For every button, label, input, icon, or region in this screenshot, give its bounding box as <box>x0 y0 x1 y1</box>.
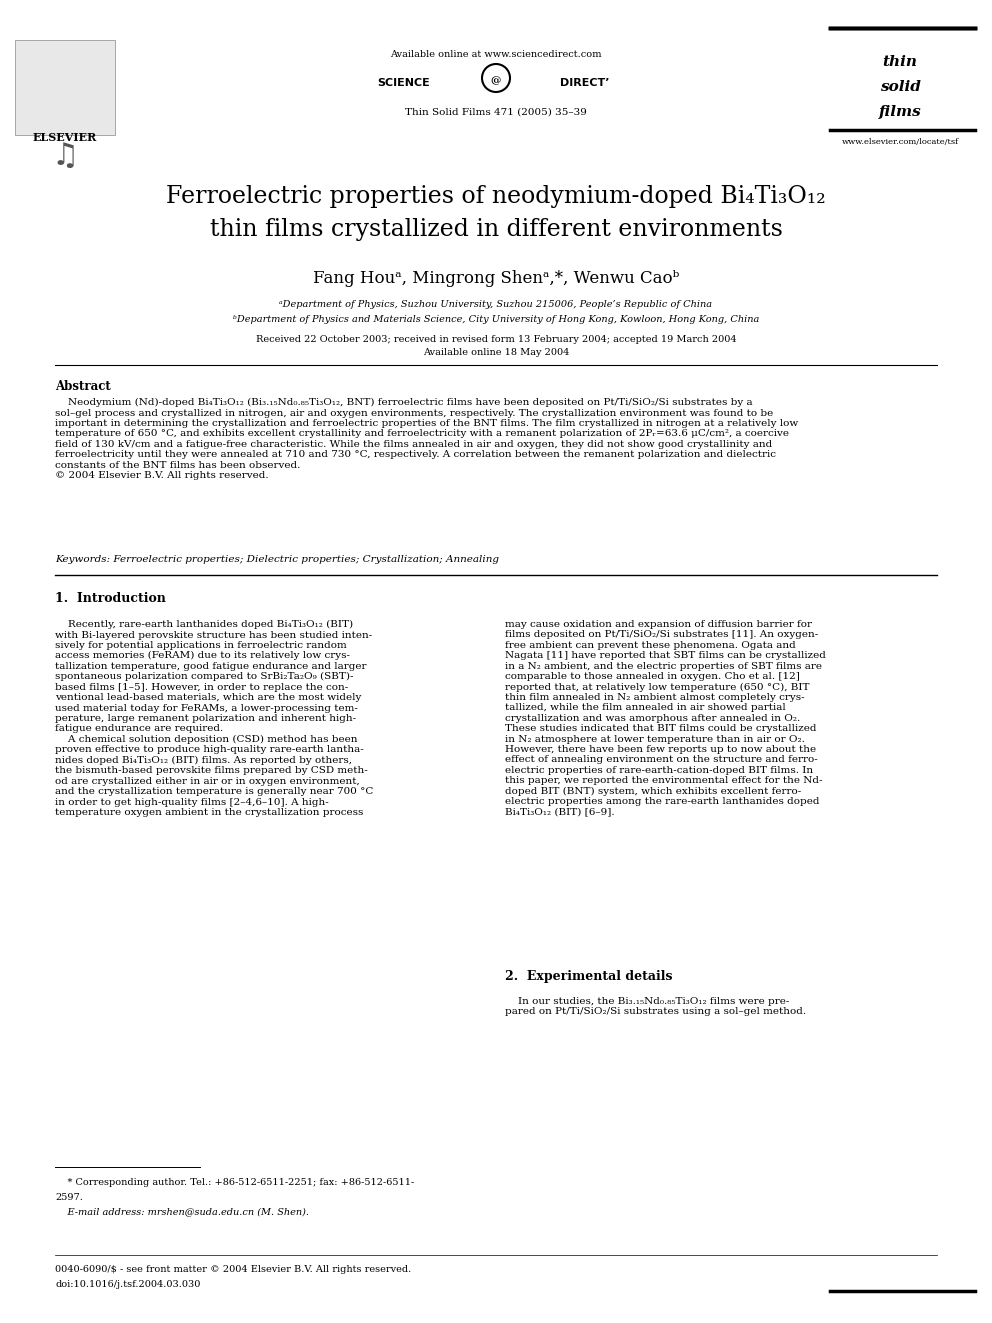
Text: DIRECT’: DIRECT’ <box>560 78 609 89</box>
Text: Thin Solid Films 471 (2005) 35–39: Thin Solid Films 471 (2005) 35–39 <box>405 108 587 116</box>
Text: films: films <box>879 105 922 119</box>
Text: 2597.: 2597. <box>55 1193 83 1203</box>
Text: www.elsevier.com/locate/tsf: www.elsevier.com/locate/tsf <box>841 138 958 146</box>
Text: 2.  Experimental details: 2. Experimental details <box>505 970 673 983</box>
Text: Recently, rare-earth lanthanides doped Bi₄Ti₃O₁₂ (BIT)
with Bi-layered perovskit: Recently, rare-earth lanthanides doped B… <box>55 620 373 816</box>
Text: In our studies, the Bi₃.₁₅Nd₀.₈₅Ti₃O₁₂ films were pre-
pared on Pt/Ti/SiO₂/Si su: In our studies, the Bi₃.₁₅Nd₀.₈₅Ti₃O₁₂ f… <box>505 998 806 1016</box>
Text: Received 22 October 2003; received in revised form 13 February 2004; accepted 19: Received 22 October 2003; received in re… <box>256 335 736 344</box>
Text: Ferroelectric properties of neodymium-doped Bi₄Ti₃O₁₂: Ferroelectric properties of neodymium-do… <box>166 185 826 208</box>
Text: 0040-6090/$ - see front matter © 2004 Elsevier B.V. All rights reserved.: 0040-6090/$ - see front matter © 2004 El… <box>55 1265 412 1274</box>
Text: Abstract: Abstract <box>55 380 111 393</box>
FancyBboxPatch shape <box>15 40 115 135</box>
Text: may cause oxidation and expansion of diffusion barrier for
films deposited on Pt: may cause oxidation and expansion of dif… <box>505 620 826 816</box>
Text: 1.  Introduction: 1. Introduction <box>55 591 166 605</box>
Text: ELSEVIER: ELSEVIER <box>33 132 97 143</box>
Text: thin: thin <box>883 56 918 69</box>
Text: ♫: ♫ <box>52 142 78 171</box>
Text: ᵃDepartment of Physics, Suzhou University, Suzhou 215006, People’s Republic of C: ᵃDepartment of Physics, Suzhou Universit… <box>280 300 712 310</box>
Text: thin films crystallized in different environments: thin films crystallized in different env… <box>209 218 783 241</box>
Text: Available online at www.sciencedirect.com: Available online at www.sciencedirect.co… <box>390 50 602 60</box>
Text: @: @ <box>491 77 501 86</box>
Text: ᵇDepartment of Physics and Materials Science, City University of Hong Kong, Kowl: ᵇDepartment of Physics and Materials Sci… <box>233 315 759 324</box>
Text: E-mail address: mrshen@suda.edu.cn (M. Shen).: E-mail address: mrshen@suda.edu.cn (M. S… <box>55 1207 309 1216</box>
Text: * Corresponding author. Tel.: +86-512-6511-2251; fax: +86-512-6511-: * Corresponding author. Tel.: +86-512-65… <box>55 1177 415 1187</box>
Text: Keywords: Ferroelectric properties; Dielectric properties; Crystallization; Anne: Keywords: Ferroelectric properties; Diel… <box>55 556 499 564</box>
Text: Neodymium (Nd)-doped Bi₄Ti₃O₁₂ (Bi₃.₁₅Nd₀.₈₅Ti₃O₁₂, BNT) ferroelectric films hav: Neodymium (Nd)-doped Bi₄Ti₃O₁₂ (Bi₃.₁₅Nd… <box>55 398 799 480</box>
Text: Fang Houᵃ, Mingrong Shenᵃ,*, Wenwu Caoᵇ: Fang Houᵃ, Mingrong Shenᵃ,*, Wenwu Caoᵇ <box>312 270 680 287</box>
Text: doi:10.1016/j.tsf.2004.03.030: doi:10.1016/j.tsf.2004.03.030 <box>55 1279 200 1289</box>
Text: SCIENCE: SCIENCE <box>377 78 430 89</box>
Text: solid: solid <box>880 79 921 94</box>
Text: Available online 18 May 2004: Available online 18 May 2004 <box>423 348 569 357</box>
